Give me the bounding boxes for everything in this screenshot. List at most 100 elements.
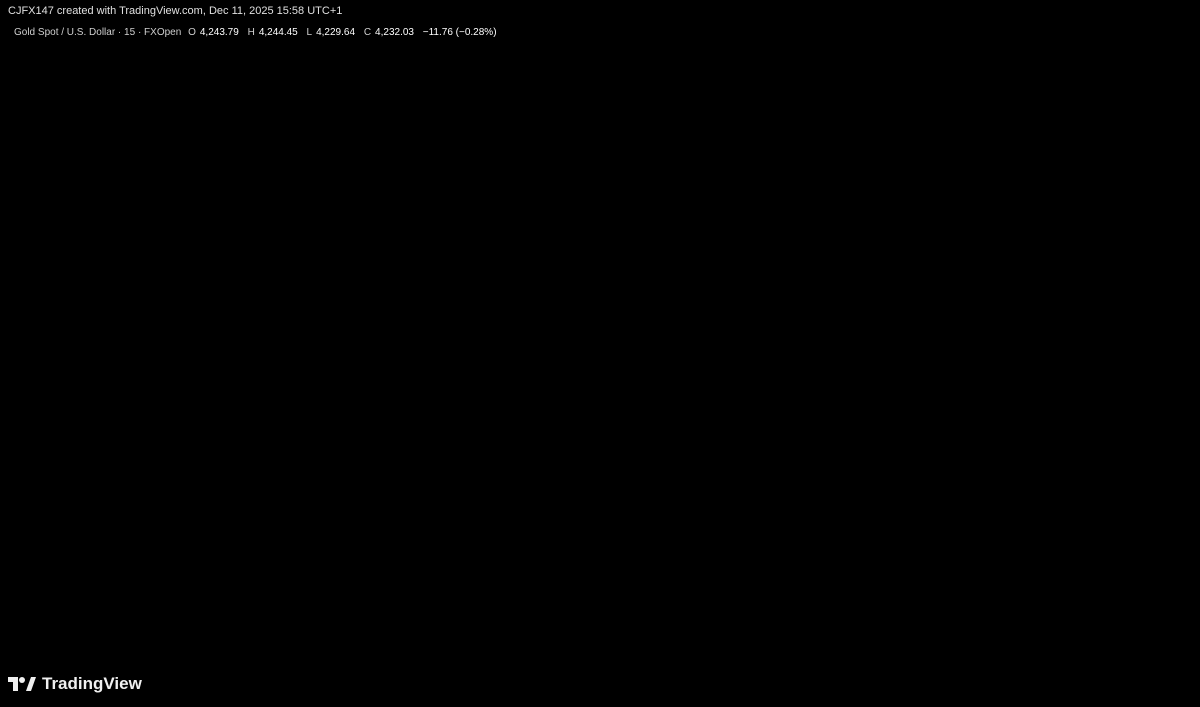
candle-body xyxy=(555,410,562,424)
candle-body xyxy=(810,117,817,183)
candle-body xyxy=(876,299,883,313)
candle-body xyxy=(820,117,827,131)
candle-body xyxy=(584,417,591,431)
candle-body xyxy=(489,299,496,327)
y-tick-label: 4,208.00 xyxy=(1147,334,1186,345)
candle-body xyxy=(895,312,902,327)
candle-body xyxy=(159,358,166,379)
y-tick-label: 4,192.00 xyxy=(1147,438,1186,449)
y-tick-label: 4,224.00 xyxy=(1147,229,1186,240)
candle-body xyxy=(1046,273,1053,320)
candle-body xyxy=(461,345,468,353)
candle-body xyxy=(433,273,440,320)
candle-body xyxy=(838,143,845,157)
axes: 4,164.00 4,168.00 4,172.00 4,176.00 4,180.00… xyxy=(27,21,1192,655)
candle-body xyxy=(801,182,808,229)
x-tick-label: 18:00 xyxy=(1122,644,1147,655)
y-tick-label: 4,252.00 xyxy=(1147,47,1186,58)
candle-body xyxy=(93,469,100,503)
candle-body xyxy=(1055,273,1062,327)
symbol: Gold Spot / U.S. Dollar · 15 · FXOpen xyxy=(14,27,182,38)
candle-body xyxy=(961,286,968,307)
candle-body xyxy=(8,397,15,411)
candle-body xyxy=(857,182,864,235)
candle-body xyxy=(659,423,666,431)
candle-body xyxy=(1008,280,1015,300)
y-tick-label: 4,244.00 xyxy=(1147,99,1186,110)
attribution: CJFX147 created with TradingView.com, De… xyxy=(8,5,343,17)
zone-box xyxy=(1057,306,1140,379)
ohlc-key: O xyxy=(188,27,196,38)
x-tick-label: 06:00 xyxy=(895,644,920,655)
candle-body xyxy=(244,286,251,313)
alert-icon[interactable] xyxy=(1082,619,1100,637)
candle-body xyxy=(697,358,704,392)
x-tick-label: 18:00 xyxy=(688,644,713,655)
candle-body xyxy=(621,378,628,411)
candle-body xyxy=(565,423,572,437)
brand-logo xyxy=(8,677,36,691)
candle-body xyxy=(103,443,110,470)
candle-body xyxy=(480,299,487,340)
candle-body xyxy=(999,267,1006,281)
x-tick-label: 18:00 xyxy=(254,644,279,655)
x-tick-label: 03:00 xyxy=(839,644,864,655)
zone-box xyxy=(859,322,1078,355)
candle-body xyxy=(272,312,279,327)
x-tick-label: 11 xyxy=(790,644,801,655)
candle-body xyxy=(404,280,411,300)
candle-body xyxy=(904,312,911,327)
plot-area xyxy=(8,84,1140,574)
candle-body xyxy=(442,319,449,340)
candle-body xyxy=(546,391,553,411)
candle-body xyxy=(1074,143,1081,274)
ohlc-key: C xyxy=(363,27,372,38)
candle-body xyxy=(527,352,534,372)
x-tick-label: 06:00 xyxy=(27,644,52,655)
y-tick-label: 4,180.00 xyxy=(1147,516,1186,527)
candle-body xyxy=(131,332,138,366)
candle-body xyxy=(942,299,949,307)
candle-body xyxy=(18,410,25,418)
candle-body xyxy=(640,365,647,398)
candle-body xyxy=(1084,105,1091,183)
y-tick-label: 4,196.00 xyxy=(1147,412,1186,423)
candle-body xyxy=(263,267,270,313)
candle-body xyxy=(829,130,836,157)
candle-body xyxy=(678,417,685,437)
candle-body xyxy=(376,319,383,333)
candle-body xyxy=(140,365,147,372)
candle-body xyxy=(1018,293,1025,300)
candle-body xyxy=(612,391,619,411)
y-tick-label: 4,248.00 xyxy=(1147,73,1186,84)
candle-body xyxy=(55,502,62,542)
candle-body xyxy=(772,195,779,222)
x-tick-label: 15:00 xyxy=(197,644,222,655)
candle-body xyxy=(744,312,751,418)
candle-body xyxy=(980,286,987,313)
x-tick-label: 06:00 xyxy=(461,644,486,655)
candle-body xyxy=(470,339,477,353)
candle-body xyxy=(225,352,232,392)
candle-body xyxy=(65,521,72,542)
x-tick-label: 03:00 xyxy=(405,644,430,655)
candle-body xyxy=(84,502,91,509)
x-tick-label: 20:30 xyxy=(735,644,760,655)
price-label: 4,241.25 xyxy=(1147,117,1186,128)
candle-body xyxy=(395,299,402,340)
x-tick-label: 09:00 xyxy=(952,644,977,655)
ohlc-key: L xyxy=(306,27,313,38)
y-tick-label: 4,200.00 xyxy=(1147,386,1186,397)
y-tick-label: 4,228.00 xyxy=(1147,203,1186,214)
candle-body xyxy=(301,326,308,353)
candle-body xyxy=(848,143,855,183)
candle-body xyxy=(508,332,515,340)
x-tick-label: 12:00 xyxy=(141,644,166,655)
candle-body xyxy=(1065,273,1072,327)
candle-body xyxy=(74,508,81,522)
brand[interactable]: TradingView xyxy=(8,674,142,694)
candle-body xyxy=(933,306,940,327)
y-tick-label: 4,168.00 xyxy=(1147,595,1186,606)
